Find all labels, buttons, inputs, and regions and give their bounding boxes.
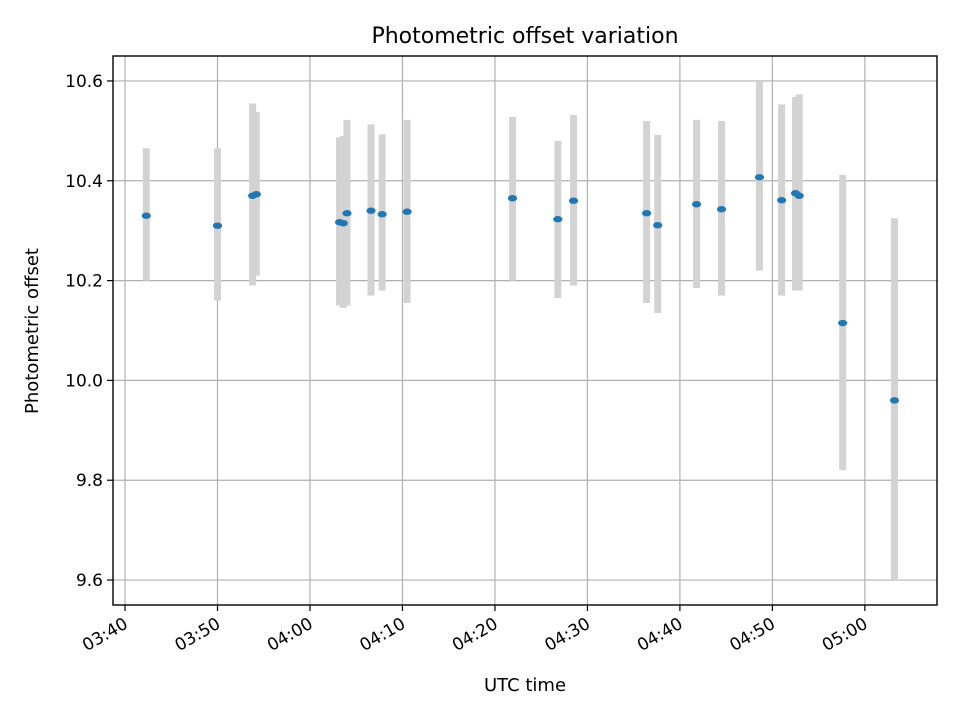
- data-point: [691, 201, 702, 208]
- data-point: [777, 197, 787, 204]
- y-tick-label: 10.4: [65, 172, 103, 192]
- data-point: [642, 210, 652, 217]
- data-point: [251, 191, 261, 198]
- data-point: [838, 319, 848, 327]
- y-tick-label: 10.0: [65, 371, 103, 391]
- y-tick-label: 10.6: [65, 72, 103, 92]
- data-point: [794, 192, 804, 199]
- data-point: [716, 206, 727, 213]
- data-point: [754, 174, 765, 181]
- y-tick-label: 9.8: [76, 471, 103, 491]
- data-point: [653, 221, 663, 229]
- data-point: [212, 222, 223, 229]
- data-point: [507, 195, 518, 202]
- y-tick-label: 10.2: [65, 272, 103, 292]
- data-point: [338, 219, 348, 227]
- data-point: [889, 397, 900, 404]
- data-point: [568, 197, 579, 204]
- y-axis-label: Photometric offset: [22, 248, 43, 414]
- data-point: [553, 216, 563, 223]
- y-tick-label: 9.6: [76, 571, 103, 591]
- data-point: [366, 207, 376, 214]
- data-point: [402, 208, 412, 215]
- data-point: [342, 210, 352, 217]
- y-axis-ticks: 9.6 9.8 10.0 10.2 10.4 10.6: [65, 72, 113, 591]
- data-points: [141, 174, 900, 404]
- data-point: [141, 212, 151, 219]
- data-point: [377, 211, 387, 218]
- plot-frame: [112, 55, 938, 606]
- chart-title: Photometric offset variation: [371, 24, 678, 49]
- x-axis-label: UTC time: [484, 675, 566, 696]
